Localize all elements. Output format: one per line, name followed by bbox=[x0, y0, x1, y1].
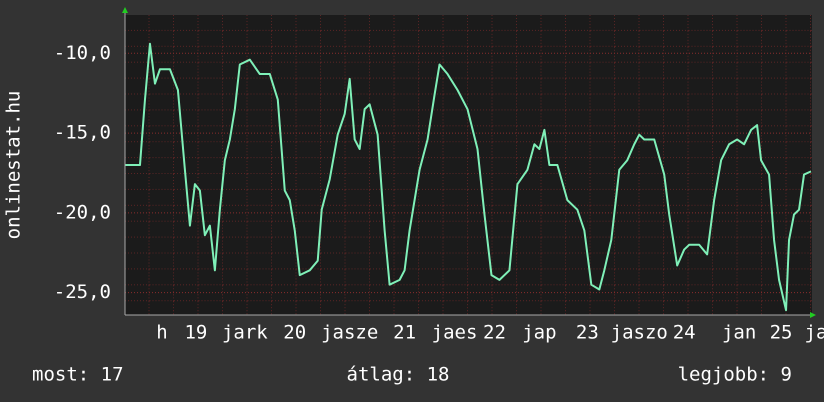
x-tick-label: ja bbox=[805, 322, 824, 344]
x-tick-label: 25 bbox=[770, 322, 793, 344]
y-axis-label: onlinestat.hu bbox=[3, 91, 25, 240]
y-tick-label: -15,0 bbox=[54, 122, 111, 144]
stat-average: átlag: 18 bbox=[347, 364, 450, 386]
x-tick-label: jark bbox=[222, 322, 268, 344]
y-tick-label: -25,0 bbox=[54, 281, 111, 303]
x-tick-label: jan bbox=[722, 322, 756, 344]
y-arrow bbox=[122, 7, 128, 13]
x-tick-label: jasze bbox=[321, 322, 378, 344]
marks bbox=[125, 42, 812, 312]
x-tick-label: 24 bbox=[673, 322, 696, 344]
stat-best: legjobb: 9 bbox=[678, 364, 792, 386]
x-arrow bbox=[810, 312, 816, 318]
x-tick-label: 23 bbox=[576, 322, 599, 344]
x-tick-label: 21 bbox=[393, 322, 416, 344]
minor-grid bbox=[125, 15, 812, 315]
line-series bbox=[125, 42, 812, 312]
x-tick-label: 20 bbox=[283, 322, 306, 344]
x-tick-label: jaszo bbox=[611, 322, 668, 344]
x-tick-label: 22 bbox=[483, 322, 506, 344]
grid bbox=[125, 52, 812, 294]
x-tick-label: 19 bbox=[184, 322, 207, 344]
y-tick-label: -20,0 bbox=[54, 201, 111, 223]
x-tick-label: h bbox=[156, 322, 167, 344]
y-tick-label: -10,0 bbox=[54, 42, 111, 64]
stat-now: most: 17 bbox=[32, 364, 124, 386]
x-tick-label: jaes bbox=[432, 322, 478, 344]
x-tick-label: jap bbox=[522, 322, 556, 344]
